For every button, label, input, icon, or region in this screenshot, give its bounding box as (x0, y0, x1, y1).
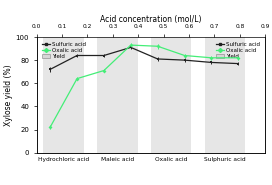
Legend: Sulfuric acid, Oxalic acid, Yield: Sulfuric acid, Oxalic acid, Yield (214, 40, 262, 61)
Bar (97, 37, 138, 153)
Bar (205, 37, 245, 153)
Bar (151, 37, 191, 153)
X-axis label: Acid concentration (mol/L): Acid concentration (mol/L) (100, 15, 202, 23)
Y-axis label: Xylose yield (%): Xylose yield (%) (4, 64, 13, 126)
Bar (44, 37, 84, 153)
